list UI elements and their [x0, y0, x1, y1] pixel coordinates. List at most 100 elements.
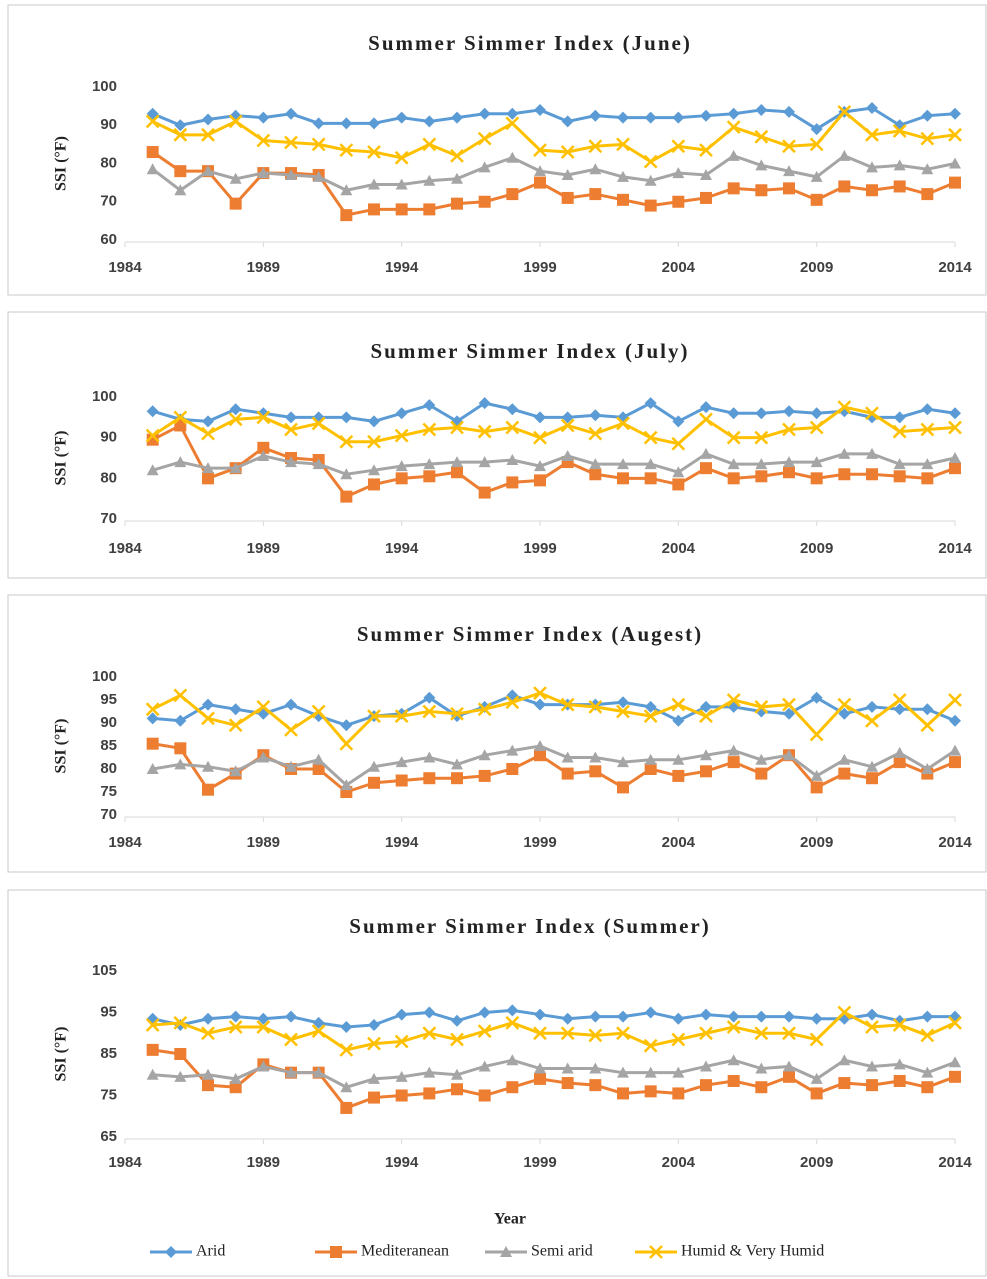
marker-x [311, 704, 326, 719]
y-tick-label: 90 [100, 429, 117, 446]
marker-triangle [810, 769, 823, 781]
marker-square [312, 763, 325, 775]
marker-square [395, 203, 408, 216]
y-tick-label: 100 [92, 78, 117, 95]
y-axis-label: SSI (°F) [53, 1027, 70, 1082]
marker-diamond [700, 109, 712, 122]
marker-triangle [810, 1072, 823, 1084]
marker-triangle [395, 1070, 408, 1082]
marker-x [560, 697, 575, 712]
marker-diamond [395, 707, 408, 720]
marker-x [616, 416, 630, 431]
marker-square [478, 769, 491, 782]
marker-square [561, 767, 574, 780]
y-tick-label: 85 [100, 737, 117, 754]
marker-triangle [534, 740, 546, 751]
marker-triangle [229, 1072, 242, 1084]
marker-x [560, 1026, 575, 1041]
marker-x [726, 120, 741, 135]
marker-x [201, 127, 215, 142]
marker-x [588, 426, 603, 441]
marker-square [330, 1246, 342, 1258]
marker-diamond [810, 407, 823, 420]
marker-x [865, 1020, 879, 1034]
marker-x [256, 133, 271, 148]
marker-x [201, 1026, 215, 1041]
marker-x [450, 420, 464, 435]
marker-diamond [534, 698, 546, 711]
marker-x [643, 430, 658, 445]
marker-x [533, 143, 547, 157]
marker-square [395, 774, 408, 787]
marker-square [672, 478, 685, 491]
marker-triangle [672, 753, 685, 765]
marker-diamond [949, 407, 961, 420]
x-axis-label: Year [494, 1211, 526, 1228]
marker-square [644, 472, 657, 485]
marker-square [727, 472, 740, 485]
marker-x [948, 693, 962, 707]
marker-x [533, 430, 547, 445]
marker-square [229, 1081, 242, 1094]
marker-x [809, 727, 824, 742]
marker-x [505, 695, 520, 710]
marker-triangle [921, 1066, 934, 1078]
marker-x [865, 127, 879, 142]
marker-triangle [257, 1060, 270, 1072]
marker-triangle [893, 746, 906, 758]
marker-x [339, 143, 354, 157]
marker-square [174, 165, 187, 178]
marker-x [809, 1032, 824, 1047]
y-tick-label: 90 [100, 714, 117, 731]
marker-diamond [534, 103, 546, 116]
y-tick-label: 95 [100, 1003, 117, 1020]
marker-diamond [783, 1010, 795, 1023]
marker-x [256, 1020, 271, 1034]
series-line [151, 405, 956, 446]
marker-x [367, 709, 381, 723]
marker-triangle [423, 458, 436, 470]
x-tick-label: 1984 [108, 834, 142, 851]
marker-x [699, 412, 713, 427]
marker-x [505, 116, 520, 131]
marker-square [949, 462, 961, 475]
marker-triangle [700, 447, 712, 459]
marker-diamond [921, 1010, 934, 1023]
marker-diamond [672, 714, 685, 727]
marker-diamond [202, 415, 214, 428]
marker-diamond [644, 397, 657, 410]
marker-diamond [202, 1012, 214, 1025]
x-tick-label: 1994 [385, 834, 419, 851]
marker-x [394, 428, 409, 443]
marker-square [921, 188, 934, 201]
x-tick-label: 1989 [247, 834, 280, 851]
marker-diamond [561, 1012, 574, 1025]
marker-x [367, 434, 381, 449]
marker-diamond [478, 1006, 491, 1019]
marker-triangle [478, 456, 491, 468]
marker-triangle [644, 458, 657, 470]
y-tick-label: 105 [92, 962, 117, 979]
marker-square [368, 776, 380, 789]
marker-triangle [810, 456, 823, 468]
marker-square [893, 756, 906, 769]
marker-x [892, 424, 907, 439]
marker-triangle [312, 753, 325, 765]
marker-x [782, 139, 796, 154]
marker-x [671, 697, 686, 712]
legend-label: Humid & Very Humid [681, 1243, 824, 1260]
marker-x [284, 422, 298, 437]
marker-square [451, 1083, 463, 1096]
marker-diamond [340, 411, 353, 424]
marker-square [783, 182, 795, 195]
marker-x [920, 718, 935, 733]
marker-square [451, 466, 463, 479]
marker-square [368, 478, 380, 491]
marker-triangle [506, 454, 519, 466]
marker-triangle [727, 149, 740, 161]
marker-x [837, 400, 852, 415]
marker-diamond [949, 1010, 961, 1023]
marker-diamond [893, 411, 906, 424]
marker-diamond [423, 399, 436, 412]
marker-triangle [257, 751, 270, 763]
